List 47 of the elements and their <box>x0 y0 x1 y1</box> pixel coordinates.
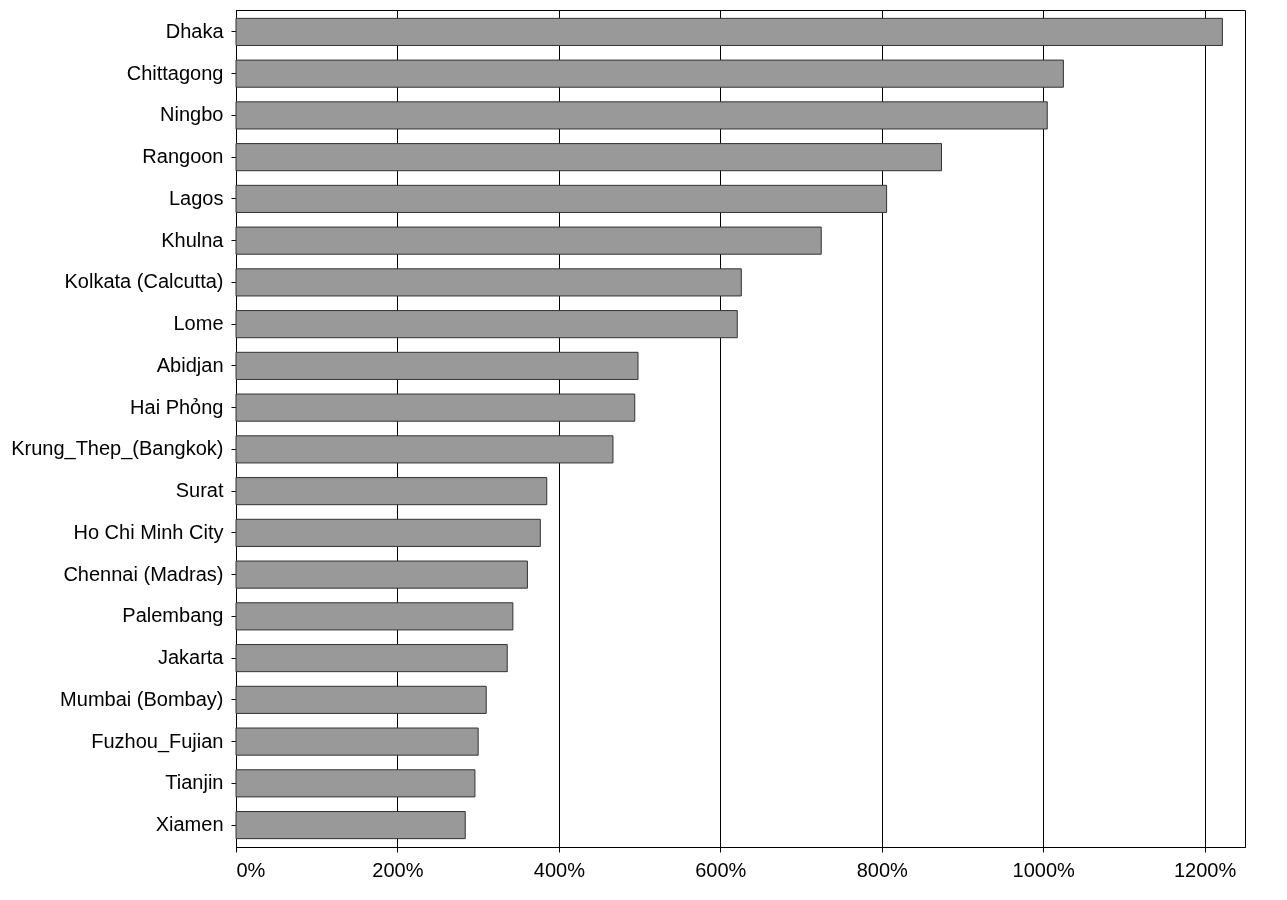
bar <box>235 560 528 589</box>
bar <box>235 143 942 172</box>
y-tick-label: Ho Chi Minh City <box>73 520 224 543</box>
bar <box>235 769 476 798</box>
y-tick-label: Palembang <box>122 604 224 627</box>
y-tick-label: Abidjan <box>156 353 224 376</box>
x-tick-label: 200% <box>372 858 424 881</box>
bar <box>235 101 1048 130</box>
bar <box>235 184 888 213</box>
bar <box>235 268 742 297</box>
y-tick-label: Xiamen <box>155 813 224 836</box>
bar <box>235 477 548 506</box>
y-tick-label: Tianjin <box>165 771 224 794</box>
bar <box>235 351 639 380</box>
x-tick-label: 400% <box>533 858 586 881</box>
y-tick-label: Jakarta <box>157 646 225 669</box>
bar <box>235 59 1064 88</box>
y-tick-label: Krung_Thep_(Bangkok) <box>11 437 224 461</box>
y-tick-label: Ningbo <box>160 103 224 126</box>
y-tick-label: Dhaka <box>165 19 225 42</box>
y-tick-label: Rangoon <box>142 145 224 168</box>
bar <box>235 685 487 714</box>
y-tick-label: Fuzhou_Fujian <box>91 729 224 753</box>
x-tick-label: 0% <box>236 858 266 881</box>
y-tick-label: Kolkata (Calcutta) <box>64 270 224 293</box>
x-tick-label: 1200% <box>1174 858 1237 881</box>
x-tick-label: 1000% <box>1012 858 1076 881</box>
y-tick-label: Hai Phỏng <box>130 395 224 418</box>
y-tick-label: Khulna <box>161 228 225 251</box>
y-tick-label: Lome <box>173 312 224 335</box>
bar <box>235 393 636 422</box>
y-tick-label: Lagos <box>169 186 224 209</box>
y-tick-label: Chittagong <box>126 61 224 84</box>
bar <box>235 435 614 464</box>
bar <box>235 602 514 631</box>
bar <box>235 811 466 840</box>
bar <box>235 17 1223 46</box>
bar <box>235 518 541 547</box>
bar <box>235 727 479 756</box>
y-tick-label: Mumbai (Bombay) <box>60 687 224 710</box>
bar <box>235 644 508 673</box>
y-tick-label: Chennai (Madras) <box>63 562 224 585</box>
x-tick-label: 800% <box>856 858 909 881</box>
x-tick-label: 600% <box>695 858 747 881</box>
bar <box>235 226 822 255</box>
y-tick-label: Surat <box>175 479 224 502</box>
bar <box>235 310 738 339</box>
